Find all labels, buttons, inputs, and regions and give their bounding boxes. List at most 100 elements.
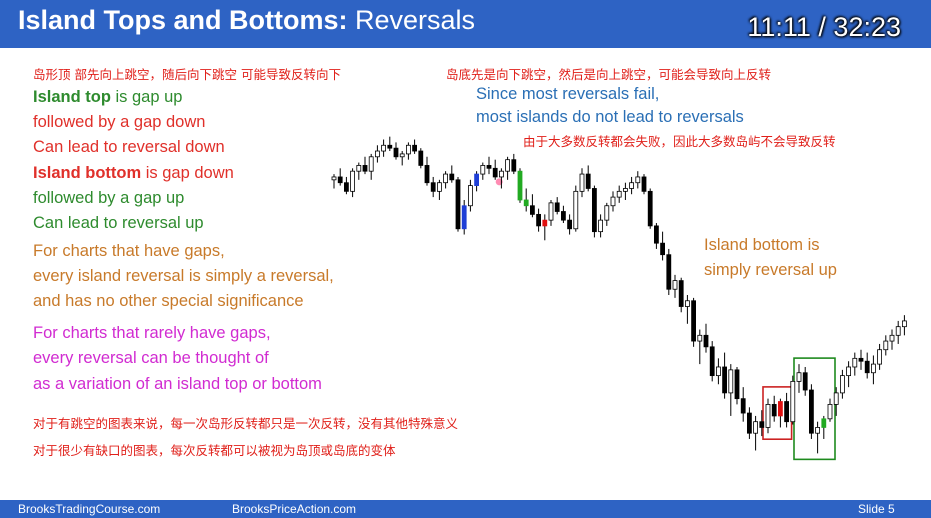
slide-header: Island Tops and Bottoms: Reversals 11:11… [0,0,931,48]
candle-body [877,349,882,365]
island-bottom-line1: Island bottom is gap down [33,165,234,182]
candle-body [746,412,752,434]
candle-body [591,188,597,233]
candle-body [622,188,628,192]
candle-body [678,280,684,307]
candle-body [362,165,368,172]
candle-body [790,380,796,423]
island-bottom-line3: Can lead to reversal up [33,214,204,232]
candle-body [827,404,833,420]
candle-body [647,190,653,227]
candle-body [802,372,808,391]
candle-body [461,205,467,230]
candle-body [777,401,783,417]
candle-body [573,190,579,230]
candle-body [505,159,511,172]
slide-title: Island Tops and Bottoms: Reversals [18,5,475,36]
footer-center-link: BrooksPriceAction.com [232,502,357,516]
candle-body [684,300,690,307]
gaps-note-line2: every island reversal is simply a revers… [33,267,334,285]
island-top-bold: Island top [33,88,111,106]
candle-body [368,156,374,172]
footer-left-link: BrooksTradingCourse.com [18,502,161,516]
cn-bottom-note-1: 对于有跳空的图表来说，每一次岛形反转都只是一次反转，没有其他特殊意义 [33,416,459,431]
candle-body [381,144,386,152]
candle-body [406,144,411,155]
candle-body [895,326,901,336]
rare-gaps-line1: For charts that rarely have gaps, [33,324,271,342]
candle-body [523,199,529,207]
candle-body [548,202,554,221]
fail-note-line2: most islands do not lead to reversals [476,108,744,126]
slide-footer: BrooksTradingCourse.com BrooksPriceActio… [0,500,931,518]
slide-number: Slide 5 [858,502,895,516]
candle-body [474,173,480,186]
candle-body [666,254,672,290]
candle-body [418,150,424,166]
candle-body [759,421,765,428]
candle-body [467,185,473,207]
island-top-rest: is gap up [110,88,183,106]
candle-body [616,190,622,198]
candle-body [480,165,486,175]
rare-gaps-line2: every reversal can be thought of [33,349,269,367]
candle-body [672,280,678,290]
candle-body [604,205,610,221]
candle-body [641,176,647,192]
candle-body [560,211,566,221]
island-bottom-line2: followed by a gap up [33,189,185,207]
candle-body [840,375,845,394]
candle-body [771,404,777,417]
candle-body [536,213,542,227]
chart-label-line1: Island bottom is [704,236,820,254]
candle-body [449,173,455,181]
candle-body [375,150,380,158]
candle-body [697,334,703,342]
price-chart [331,136,907,461]
candle-body [902,320,907,328]
slide-title-bold: Island Tops and Bottoms: [18,5,348,35]
candle-body [337,176,343,184]
candle-body [399,153,405,158]
candle-body [740,398,746,414]
candle-body [393,147,399,158]
island-bottom-bold: Island bottom [33,164,142,182]
candle-body [864,360,870,374]
candle-body [889,334,895,342]
candle-body [424,165,430,184]
candle-body [815,427,821,434]
candle-body [455,179,461,230]
candle-body [734,369,740,400]
candle-body [350,170,356,192]
candle-body [542,219,548,227]
candle-body [343,182,349,192]
candle-body [610,196,616,207]
candle-body [443,173,448,184]
candle-body [871,363,876,374]
candle-body [437,182,442,192]
gaps-note-line3: and has no other special significance [33,292,304,310]
candle-body [492,167,498,178]
gaps-note-line1: For charts that have gaps, [33,242,225,260]
cn-bottom-note-2: 对于很少有缺口的图表，每次反转都可以被视为岛顶或岛底的变体 [33,443,396,458]
candle-body [529,205,535,215]
candle-body [554,202,560,212]
candle-body [753,421,759,434]
candle-body [728,369,734,394]
rare-gaps-line3: as a variation of an island top or botto… [33,375,322,393]
candle-body [498,170,504,178]
candle-body [412,144,417,152]
candle-body [579,173,585,192]
video-timer: 11:11 / 32:23 [747,12,901,42]
candle-body [833,392,839,405]
candle-body [430,182,436,192]
candle-body [660,242,666,256]
candle-body [635,176,641,184]
candle-body [511,159,517,172]
candle-body [567,219,573,230]
candle-body [387,144,393,149]
island-top-line2: followed by a gap down [33,113,206,131]
candle-body [691,300,697,342]
candle-body [517,170,523,201]
slide-title-rest: Reversals [347,5,476,35]
